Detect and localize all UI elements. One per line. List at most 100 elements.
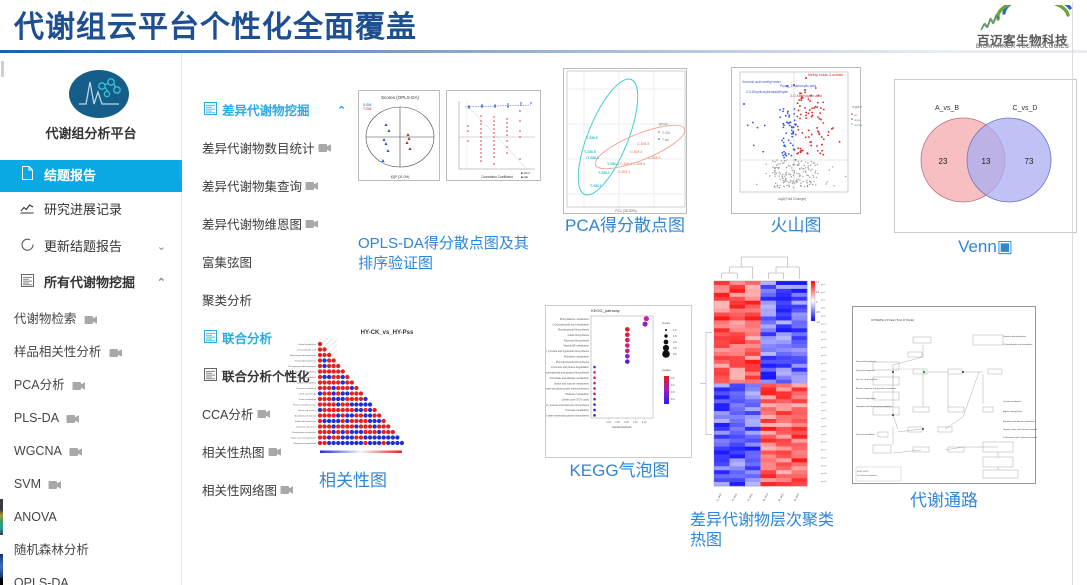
svg-text:Valine, leucine and isoleucine: Valine, leucine and isoleucine biosynthe… bbox=[546, 404, 590, 407]
svg-text:Glycine, serine and threonine: Glycine, serine and threonine metabolism bbox=[1003, 428, 1037, 431]
svg-text:MetaboliteRatio: MetaboliteRatio bbox=[612, 425, 632, 429]
svg-text:Ubiquinone biosynthesis: Ubiquinone biosynthesis bbox=[293, 442, 316, 445]
svg-text:23: 23 bbox=[939, 157, 948, 166]
svg-text:Flavonoid biosynthesis: Flavonoid biosynthesis bbox=[295, 360, 316, 363]
svg-text:Pyruvate metabolism: Pyruvate metabolism bbox=[856, 433, 875, 436]
svg-text:Flavonoid biosynthesis: Flavonoid biosynthesis bbox=[564, 339, 590, 342]
svg-text:A_1KO: A_1KO bbox=[730, 493, 738, 502]
svg-text:Stilbenoid, diarylheptanoid an: Stilbenoid, diarylheptanoid and gingerol… bbox=[546, 372, 590, 375]
svg-text:gene50: gene50 bbox=[821, 481, 826, 483]
svg-text:C-SM-3: C-SM-3 bbox=[630, 150, 642, 154]
svg-text:Monoterpenoid biosynthesis: Monoterpenoid biosynthesis bbox=[558, 329, 590, 332]
svg-text:B_1KO: B_1KO bbox=[777, 493, 785, 502]
svg-text:Fatty acid biosynthesis: Fatty acid biosynthesis bbox=[856, 360, 876, 363]
svg-text:gene12: gene12 bbox=[821, 331, 826, 333]
svg-text:t[1]P (31.0%): t[1]P (31.0%) bbox=[391, 175, 410, 179]
svg-text:2-Oxocarboxylic acid: 2-Oxocarboxylic acid bbox=[297, 349, 317, 352]
svg-text:Ascorbate and aldarate metabol: Ascorbate and aldarate metabolism bbox=[550, 377, 589, 380]
svg-text:C-SM-4: C-SM-4 bbox=[633, 162, 645, 166]
svg-text:Starch and sucrose metabolism: Starch and sucrose metabolism bbox=[554, 382, 589, 385]
svg-text:gene46: gene46 bbox=[821, 465, 826, 467]
svg-text:B_1KO: B_1KO bbox=[792, 493, 800, 502]
svg-text:T-SM: T-SM bbox=[363, 107, 371, 111]
svg-text:0: 0 bbox=[816, 302, 818, 304]
svg-text:3-O-Methylgallic acid: 3-O-Methylgallic acid bbox=[790, 94, 822, 98]
svg-text:C-SM: C-SM bbox=[662, 131, 670, 135]
svg-text:2-Oxocarboxylic acid metabolis: 2-Oxocarboxylic acid metabolism bbox=[1003, 343, 1033, 346]
svg-text:Limonene and pinene degradatio: Limonene and pinene degradation bbox=[551, 366, 590, 369]
svg-text:KEGG 110221: KEGG 110221 bbox=[857, 471, 869, 473]
svg-text:gene18: gene18 bbox=[821, 355, 826, 357]
svg-text:A_vs_B: A_vs_B bbox=[935, 105, 959, 112]
svg-text:Ascorbate and aldarate: Ascorbate and aldarate bbox=[295, 415, 317, 418]
svg-text:gene24: gene24 bbox=[821, 379, 826, 381]
svg-text:group: group bbox=[659, 122, 668, 126]
svg-text:2-Oxocarboxylic acid metabolis: 2-Oxocarboxylic acid metabolism bbox=[552, 323, 589, 326]
svg-text:Fatty acid degradation: Fatty acid degradation bbox=[856, 397, 876, 400]
svg-text:Thiamine metabolism: Thiamine metabolism bbox=[565, 393, 589, 396]
svg-text:Vitamin B6 metabolism: Vitamin B6 metabolism bbox=[563, 345, 589, 348]
svg-text:73: 73 bbox=[1025, 157, 1034, 166]
svg-text:0.3: 0.3 bbox=[671, 391, 675, 394]
svg-text:Phenylalanine metabolism: Phenylalanine metabolism bbox=[560, 318, 589, 321]
svg-text:A_1KO: A_1KO bbox=[746, 493, 754, 502]
svg-text:Pyrimidine metabolism: Pyrimidine metabolism bbox=[295, 371, 316, 374]
svg-text:Phenylpropanoid biosynthesis: Phenylpropanoid biosynthesis bbox=[556, 361, 590, 364]
svg-text:PC1 (38.30%): PC1 (38.30%) bbox=[615, 209, 636, 213]
svg-text:Correlation Coefficient: Correlation Coefficient bbox=[481, 175, 513, 179]
svg-text:0.08: 0.08 bbox=[624, 422, 629, 424]
svg-text:Phenylalanine, tyrosine and tr: Phenylalanine, tyrosine and tryptophan b… bbox=[546, 350, 590, 353]
svg-text:T-SM-5: T-SM-5 bbox=[584, 150, 596, 154]
svg-text:log2(Fold Change): log2(Fold Change) bbox=[778, 197, 806, 201]
svg-text:1.5: 1.5 bbox=[673, 334, 677, 338]
svg-text:(c) Kanehisa Laboratories: (c) Kanehisa Laboratories bbox=[857, 474, 878, 477]
svg-text:-0.5: -0.5 bbox=[816, 312, 821, 314]
svg-text:C-SM-2: C-SM-2 bbox=[620, 162, 632, 166]
svg-text:Alanine, aspartate and glutama: Alanine, aspartate and glutamate metabol… bbox=[856, 387, 896, 390]
svg-text:2,3-Dihydroxybenzaldehyde: 2,3-Dihydroxybenzaldehyde bbox=[746, 90, 788, 94]
svg-text:gene6: gene6 bbox=[821, 308, 826, 310]
svg-text:D-Glutamine and D-glutamate me: D-Glutamine and D-glutamate metabolism bbox=[1003, 436, 1037, 439]
svg-text:gene32: gene32 bbox=[821, 410, 826, 412]
svg-text:Tyrosine metabolism: Tyrosine metabolism bbox=[297, 382, 316, 385]
svg-text:Scores (OPLS-DA): Scores (OPLS-DA) bbox=[381, 95, 420, 100]
svg-text:0.06: 0.06 bbox=[615, 422, 620, 424]
svg-text:0.04: 0.04 bbox=[606, 422, 611, 424]
svg-text:Pentose and glucuronate: Pentose and glucuronate bbox=[293, 404, 317, 407]
svg-text:Pentose and glucuronate interc: Pentose and glucuronate interconversions bbox=[546, 388, 590, 391]
svg-text:gene30: gene30 bbox=[821, 402, 826, 404]
svg-text:gene48: gene48 bbox=[821, 473, 826, 475]
svg-text:Limonene and pinene: Limonene and pinene bbox=[296, 427, 317, 429]
svg-text:Valine, leucine biosynthesis: Valine, leucine biosynthesis bbox=[291, 437, 316, 440]
svg-text:gene26: gene26 bbox=[821, 386, 826, 388]
svg-text:0.12: 0.12 bbox=[642, 422, 647, 424]
svg-text:gene16: gene16 bbox=[821, 347, 826, 349]
svg-text:Phenylalanine metabolism: Phenylalanine metabolism bbox=[292, 431, 317, 434]
svg-text:down: down bbox=[854, 118, 862, 122]
svg-text:•T-SM-3: •T-SM-3 bbox=[586, 156, 599, 160]
svg-text:gene34: gene34 bbox=[821, 418, 826, 420]
svg-text:T-SM-1: T-SM-1 bbox=[590, 184, 602, 188]
svg-text:gene10: gene10 bbox=[821, 323, 826, 325]
svg-text:Ubiquinone and other terpenoid: Ubiquinone and other terpenoid-quinone b… bbox=[546, 415, 590, 418]
svg-text:gene0: gene0 bbox=[821, 284, 826, 286]
svg-text:Vitamin B6 metabolism: Vitamin B6 metabolism bbox=[295, 376, 316, 379]
svg-text:0.4: 0.4 bbox=[671, 398, 675, 401]
svg-text:Starch and sucrose: Starch and sucrose bbox=[298, 409, 317, 412]
svg-text:Phenylpropanoid biosynthesis: Phenylpropanoid biosynthesis bbox=[288, 365, 316, 368]
svg-text:gene14: gene14 bbox=[821, 339, 826, 341]
svg-text:■ QE: ■ QE bbox=[521, 175, 528, 179]
svg-text:3.0: 3.0 bbox=[673, 352, 677, 356]
svg-text:T-SM-6: T-SM-6 bbox=[586, 136, 598, 140]
svg-text:C-SM-6: C-SM-6 bbox=[648, 156, 660, 160]
svg-text:gene42: gene42 bbox=[821, 450, 826, 452]
svg-text:Stilbenoid biosynthesis: Stilbenoid biosynthesis bbox=[295, 420, 316, 423]
svg-text:gene44: gene44 bbox=[821, 457, 826, 459]
svg-text:Count: Count bbox=[662, 321, 670, 325]
svg-text:gene2: gene2 bbox=[821, 292, 826, 294]
svg-text:C-SM-5: C-SM-5 bbox=[637, 142, 649, 146]
svg-text:Folate biosynthesis: Folate biosynthesis bbox=[568, 334, 590, 337]
svg-text:-1.0: -1.0 bbox=[816, 322, 821, 324]
svg-text:regulated: regulated bbox=[852, 105, 862, 109]
svg-text:1.0: 1.0 bbox=[673, 328, 677, 332]
